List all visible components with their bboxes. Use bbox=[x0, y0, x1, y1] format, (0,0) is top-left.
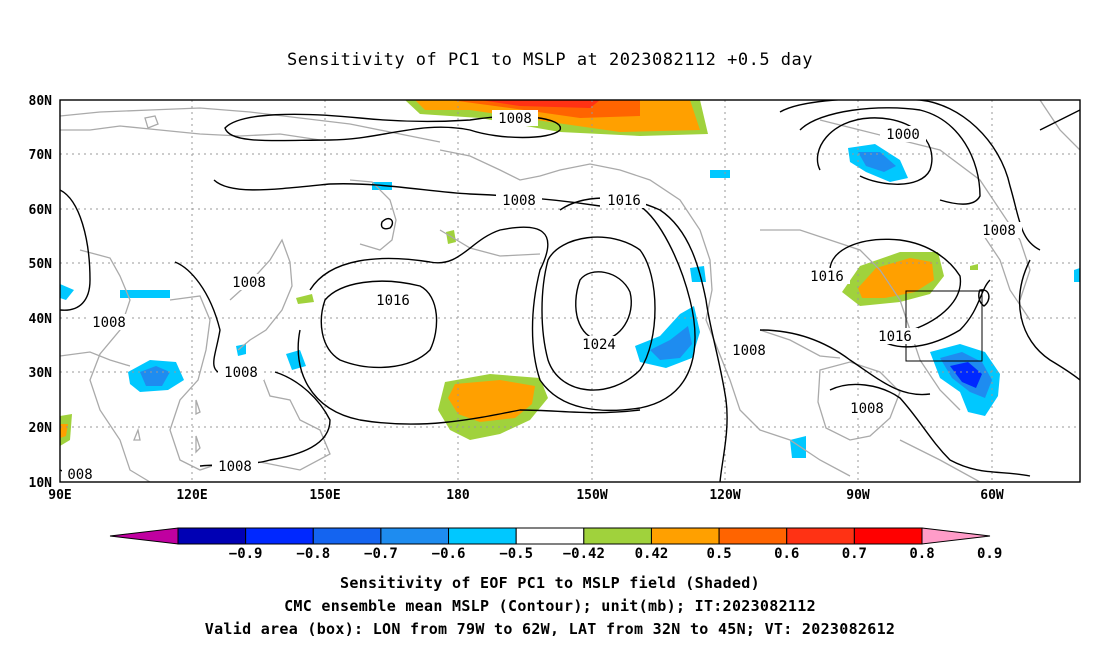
contour-label: 1008 bbox=[498, 111, 532, 127]
lat-tick-label: 60N bbox=[29, 203, 53, 218]
contour-label: 1016 bbox=[607, 193, 641, 209]
colorbar-swatch bbox=[312, 527, 382, 545]
positive-region-japan bbox=[296, 294, 314, 304]
lon-tick-label: 180 bbox=[446, 488, 470, 503]
contour-label: 1016 bbox=[810, 269, 844, 285]
footer-line-3: Valid area (box): LON from 79W to 62W, L… bbox=[204, 620, 896, 638]
colorbar-swatch bbox=[515, 527, 585, 545]
lon-tick-label: 150W bbox=[576, 488, 607, 503]
contour-label: 1008 bbox=[92, 315, 126, 331]
lon-tick-label: 90W bbox=[846, 488, 870, 503]
colorbar-tick-label: 0.42 bbox=[635, 546, 669, 562]
lat-tick-label: 50N bbox=[29, 257, 53, 272]
colorbar-tick-label: 0.8 bbox=[909, 546, 934, 562]
colorbar-tick-label: 0.6 bbox=[774, 546, 799, 562]
colorbar-tick-label: 0.9 bbox=[977, 546, 1002, 562]
negative-region-atlantic-max bbox=[950, 362, 982, 388]
lon-tick-label: 90E bbox=[48, 488, 71, 503]
contour-label-layer: 1008 1008 1016 1000 1008 1008 1016 1008 … bbox=[62, 110, 1022, 483]
chart-title: Sensitivity of PC1 to MSLP at 2023082112… bbox=[286, 50, 813, 70]
contour-label: 1008 bbox=[232, 275, 266, 291]
colorbar-swatch bbox=[380, 527, 450, 545]
colorbar-swatch bbox=[650, 527, 720, 545]
positive-region-great-lakes-core bbox=[858, 258, 934, 298]
negative-region-hudson-core bbox=[858, 152, 896, 172]
colorbar-tick-label: −0.5 bbox=[499, 546, 533, 562]
lat-tick-label: 30N bbox=[29, 366, 53, 381]
colorbar-underflow-triangle bbox=[109, 527, 179, 545]
positive-region-maine bbox=[970, 264, 978, 270]
colorbar-swatch bbox=[718, 527, 788, 545]
map-plot-area bbox=[60, 100, 1080, 482]
colorbar-tick-label: 0.7 bbox=[842, 546, 867, 562]
contour-label: 1008 bbox=[850, 401, 884, 417]
colorbar-tick-label: −0.6 bbox=[432, 546, 466, 562]
lat-tick-label: 70N bbox=[29, 148, 53, 163]
negative-region-small bbox=[790, 436, 806, 458]
contour-label: 1016 bbox=[376, 293, 410, 309]
colorbar-swatch bbox=[786, 527, 855, 545]
lon-axis: 90E 120E 150E 180 150W 120W 90W 60W bbox=[48, 488, 1004, 503]
negative-region-small bbox=[710, 170, 730, 178]
map-frame bbox=[59, 99, 1081, 483]
colorbar-tick-label: −0.9 bbox=[229, 546, 263, 562]
contour-label: 1008 bbox=[224, 365, 258, 381]
negative-region-south-china-core bbox=[140, 366, 170, 386]
contour-label: 1016 bbox=[878, 329, 912, 345]
colorbar-tick-label: −0.7 bbox=[364, 546, 398, 562]
contour-label: 1008 bbox=[502, 193, 536, 209]
lon-tick-label: 60W bbox=[980, 488, 1004, 503]
colorbar-swatch bbox=[245, 527, 314, 545]
mslp-contours bbox=[60, 100, 1080, 482]
colorbar-swatch bbox=[177, 527, 247, 545]
negative-region-small bbox=[60, 284, 74, 300]
contour-label: 1024 bbox=[582, 337, 616, 353]
negative-region-small bbox=[286, 350, 306, 370]
colorbar-tick-label: 0.5 bbox=[706, 546, 731, 562]
lat-tick-label: 10N bbox=[29, 476, 53, 491]
colorbar-swatch bbox=[448, 527, 517, 545]
colorbar-swatch bbox=[583, 527, 652, 545]
contour-label: 1000 bbox=[886, 127, 920, 143]
lon-tick-label: 120E bbox=[176, 488, 207, 503]
positive-region-arctic-max bbox=[480, 100, 600, 108]
contour-label: 008 bbox=[67, 467, 92, 483]
colorbar-tick-label: −0.42 bbox=[563, 546, 605, 562]
contour-label: 1008 bbox=[732, 343, 766, 359]
lon-tick-label: 150E bbox=[309, 488, 340, 503]
footer-line-2: CMC ensemble mean MSLP (Contour); unit(m… bbox=[284, 597, 816, 615]
colorbar-overflow-triangle bbox=[921, 527, 991, 545]
lon-tick-label: 120W bbox=[709, 488, 740, 503]
negative-region-small bbox=[690, 266, 706, 282]
colorbar-tick-label: −0.8 bbox=[296, 546, 330, 562]
contour-label: 1008 bbox=[982, 223, 1016, 239]
negative-region-small bbox=[1074, 268, 1080, 282]
lat-axis: 10N 20N 30N 40N 50N 60N 70N 80N bbox=[29, 94, 53, 491]
lat-tick-label: 20N bbox=[29, 421, 53, 436]
footer-line-1: Sensitivity of EOF PC1 to MSLP field (Sh… bbox=[340, 574, 760, 592]
colorbar-swatch bbox=[853, 527, 923, 545]
valid-area-box bbox=[905, 290, 983, 362]
negative-region-small bbox=[120, 290, 170, 298]
contour-label: 1008 bbox=[218, 459, 252, 475]
negative-region-california-core bbox=[650, 326, 692, 360]
negative-region-small bbox=[236, 344, 246, 356]
colorbar: −0.9 −0.8 −0.7 −0.6 −0.5 −0.42 0.42 0.5 0.6 0.7 0.… bbox=[109, 527, 1002, 562]
lat-tick-label: 80N bbox=[29, 94, 53, 109]
lat-tick-label: 40N bbox=[29, 312, 53, 327]
coastlines bbox=[60, 100, 1080, 482]
